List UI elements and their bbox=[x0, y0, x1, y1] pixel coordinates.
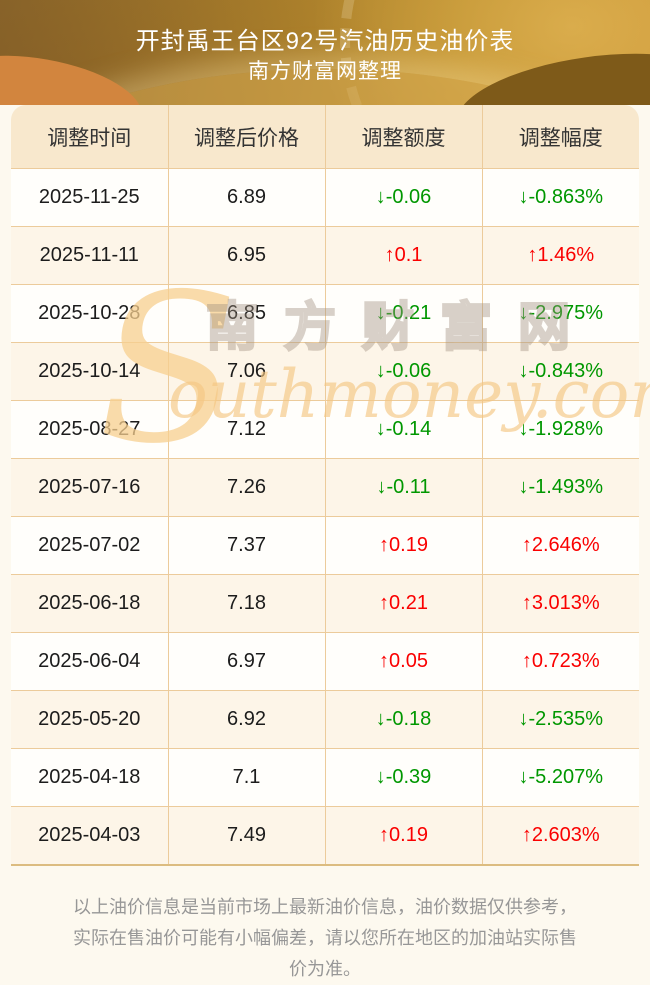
cell-percent: ↑0.723% bbox=[481, 632, 639, 691]
cell-percent: ↑2.603% bbox=[481, 806, 639, 866]
page-header: 开封禹王台区92号汽油历史油价表 南方财富网整理 bbox=[0, 0, 650, 105]
table-row: 2025-11-25 6.89 ↓-0.06 ↓-0.863% bbox=[11, 168, 639, 227]
disclaimer-text: 以上油价信息是当前市场上最新油价信息，油价数据仅供参考，实际在售油价可能有小幅偏… bbox=[73, 897, 577, 979]
table-row: 2025-07-02 7.37 ↑0.19 ↑2.646% bbox=[11, 516, 639, 575]
cell-percent: ↓-2.535% bbox=[481, 690, 639, 749]
cell-price: 6.85 bbox=[167, 284, 325, 343]
table-row: 2025-10-14 7.06 ↓-0.06 ↓-0.843% bbox=[11, 342, 639, 401]
cell-price: 7.26 bbox=[167, 458, 325, 517]
cell-date: 2025-04-18 bbox=[11, 748, 168, 807]
cell-change: ↑0.1 bbox=[324, 226, 482, 285]
col-header-adjusted-price: 调整后价格 bbox=[167, 105, 325, 169]
cell-change: ↑0.19 bbox=[324, 516, 482, 575]
price-table: 调整时间 调整后价格 调整额度 调整幅度 2025-11-25 6.89 ↓-0.0… bbox=[11, 105, 639, 866]
table-row: 2025-07-16 7.26 ↓-0.11 ↓-1.493% bbox=[11, 458, 639, 517]
table-row: 2025-10-28 6.85 ↓-0.21 ↓-2.975% bbox=[11, 284, 639, 343]
cell-date: 2025-08-27 bbox=[11, 400, 168, 459]
disclaimer: 以上油价信息是当前市场上最新油价信息，油价数据仅供参考，实际在售油价可能有小幅偏… bbox=[0, 866, 650, 985]
cell-price: 7.1 bbox=[167, 748, 325, 807]
table-head: 调整时间 调整后价格 调整额度 调整幅度 bbox=[11, 105, 639, 169]
cell-price: 6.97 bbox=[167, 632, 325, 691]
cell-date: 2025-06-18 bbox=[11, 574, 168, 633]
table-row: 2025-08-27 7.12 ↓-0.14 ↓-1.928% bbox=[11, 400, 639, 459]
table-row: 2025-06-04 6.97 ↑0.05 ↑0.723% bbox=[11, 632, 639, 691]
table-body: 2025-11-25 6.89 ↓-0.06 ↓-0.863% 2025-11-11 6.… bbox=[11, 168, 639, 866]
table-row: 2025-06-18 7.18 ↑0.21 ↑3.013% bbox=[11, 574, 639, 633]
cell-date: 2025-10-14 bbox=[11, 342, 168, 401]
table-row: 2025-05-20 6.92 ↓-0.18 ↓-2.535% bbox=[11, 690, 639, 749]
cell-change: ↓-0.11 bbox=[324, 458, 482, 517]
cell-percent: ↑1.46% bbox=[481, 226, 639, 285]
cell-date: 2025-07-02 bbox=[11, 516, 168, 575]
cell-percent: ↓-1.493% bbox=[481, 458, 639, 517]
cell-date: 2025-11-11 bbox=[11, 226, 168, 285]
table-row: 2025-11-11 6.95 ↑0.1 ↑1.46% bbox=[11, 226, 639, 285]
cell-price: 6.89 bbox=[167, 168, 325, 227]
cell-price: 7.06 bbox=[167, 342, 325, 401]
cell-percent: ↓-0.863% bbox=[481, 168, 639, 227]
cell-date: 2025-04-03 bbox=[11, 806, 168, 866]
cell-date: 2025-05-20 bbox=[11, 690, 168, 749]
cell-price: 6.92 bbox=[167, 690, 325, 749]
cell-change: ↓-0.14 bbox=[324, 400, 482, 459]
table-row: 2025-04-18 7.1 ↓-0.39 ↓-5.207% bbox=[11, 748, 639, 807]
table-header-row: 调整时间 调整后价格 调整额度 调整幅度 bbox=[11, 105, 639, 169]
table-row: 2025-04-03 7.49 ↑0.19 ↑2.603% bbox=[11, 806, 639, 866]
price-table-section: 调整时间 调整后价格 调整额度 调整幅度 2025-11-25 6.89 ↓-0.0… bbox=[0, 105, 650, 866]
col-header-adjust-time: 调整时间 bbox=[11, 105, 168, 169]
cell-change: ↓-0.39 bbox=[324, 748, 482, 807]
cell-date: 2025-06-04 bbox=[11, 632, 168, 691]
cell-price: 7.18 bbox=[167, 574, 325, 633]
cell-percent: ↓-0.843% bbox=[481, 342, 639, 401]
cell-date: 2025-07-16 bbox=[11, 458, 168, 517]
cell-change: ↑0.21 bbox=[324, 574, 482, 633]
cell-price: 6.95 bbox=[167, 226, 325, 285]
cell-price: 7.37 bbox=[167, 516, 325, 575]
cell-change: ↓-0.21 bbox=[324, 284, 482, 343]
cell-percent: ↓-2.975% bbox=[481, 284, 639, 343]
cell-date: 2025-11-25 bbox=[11, 168, 168, 227]
cell-price: 7.12 bbox=[167, 400, 325, 459]
cell-percent: ↓-5.207% bbox=[481, 748, 639, 807]
cell-price: 7.49 bbox=[167, 806, 325, 866]
cell-change: ↓-0.06 bbox=[324, 168, 482, 227]
cell-change: ↑0.19 bbox=[324, 806, 482, 866]
cell-percent: ↑2.646% bbox=[481, 516, 639, 575]
page-subtitle: 南方财富网整理 bbox=[248, 60, 402, 83]
col-header-adjust-range: 调整幅度 bbox=[481, 105, 639, 169]
cell-change: ↓-0.18 bbox=[324, 690, 482, 749]
col-header-adjust-amount: 调整额度 bbox=[324, 105, 482, 169]
cell-percent: ↓-1.928% bbox=[481, 400, 639, 459]
cell-change: ↓-0.06 bbox=[324, 342, 482, 401]
page-title: 开封禹王台区92号汽油历史油价表 bbox=[135, 28, 515, 55]
cell-change: ↑0.05 bbox=[324, 632, 482, 691]
cell-percent: ↑3.013% bbox=[481, 574, 639, 633]
fuel-gauge-decoration bbox=[340, 0, 650, 105]
cell-date: 2025-10-28 bbox=[11, 284, 168, 343]
price-table-card: 调整时间 调整后价格 调整额度 调整幅度 2025-11-25 6.89 ↓-0.0… bbox=[11, 105, 639, 866]
